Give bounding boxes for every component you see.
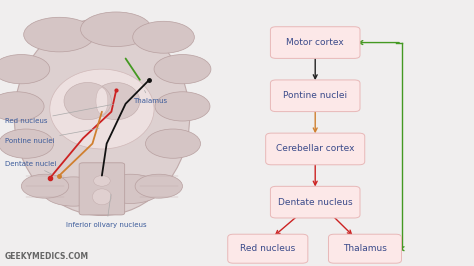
Ellipse shape — [24, 17, 95, 52]
Ellipse shape — [100, 174, 161, 203]
Text: Inferior olivary nucleus: Inferior olivary nucleus — [66, 194, 147, 228]
FancyBboxPatch shape — [265, 133, 365, 165]
FancyBboxPatch shape — [270, 186, 360, 218]
Text: Cerebellar cortex: Cerebellar cortex — [276, 144, 355, 153]
Ellipse shape — [135, 174, 182, 198]
Ellipse shape — [50, 69, 154, 149]
Ellipse shape — [154, 55, 211, 84]
FancyBboxPatch shape — [270, 80, 360, 112]
Text: GEEKYMEDICS.COM: GEEKYMEDICS.COM — [5, 252, 89, 261]
Ellipse shape — [93, 176, 110, 186]
Ellipse shape — [0, 129, 54, 158]
Ellipse shape — [0, 55, 50, 84]
Ellipse shape — [64, 82, 111, 120]
Ellipse shape — [155, 92, 210, 121]
Text: Pontine nuclei: Pontine nuclei — [5, 128, 99, 144]
Text: Dentate nuclei: Dentate nuclei — [5, 161, 56, 174]
Ellipse shape — [0, 92, 44, 121]
Ellipse shape — [81, 12, 152, 47]
Ellipse shape — [14, 19, 190, 215]
Text: Thalamus: Thalamus — [133, 90, 167, 104]
Ellipse shape — [92, 82, 140, 120]
Ellipse shape — [92, 189, 111, 205]
Ellipse shape — [96, 88, 108, 114]
Text: Pontine nuclei: Pontine nuclei — [283, 91, 347, 100]
Text: Thalamus: Thalamus — [343, 244, 387, 253]
FancyBboxPatch shape — [228, 234, 308, 263]
Ellipse shape — [43, 177, 104, 206]
Text: Red nucleus: Red nucleus — [240, 244, 295, 253]
Ellipse shape — [133, 21, 194, 53]
Text: Motor cortex: Motor cortex — [286, 38, 344, 47]
Text: Dentate nucleus: Dentate nucleus — [278, 198, 353, 207]
Text: Red nucleus: Red nucleus — [5, 104, 113, 124]
FancyBboxPatch shape — [328, 234, 401, 263]
FancyBboxPatch shape — [270, 27, 360, 59]
Ellipse shape — [146, 129, 201, 158]
FancyBboxPatch shape — [79, 163, 125, 215]
Ellipse shape — [21, 174, 69, 198]
